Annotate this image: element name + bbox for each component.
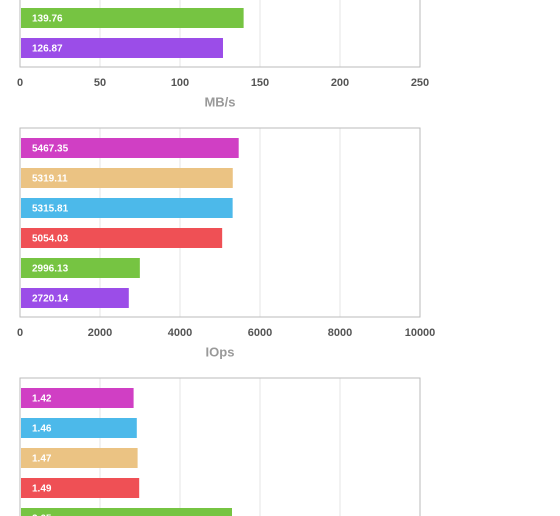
bar-label: 126.87: [32, 44, 63, 55]
bar: [21, 138, 239, 158]
bar: [21, 198, 233, 218]
bar: [21, 388, 134, 408]
bar: [21, 38, 223, 58]
bar: [21, 288, 129, 308]
x-tick-label: 150: [251, 77, 269, 89]
plot-frame: [19, 0, 421, 68]
x-tick-label: 200: [331, 77, 349, 89]
bar-label: 5054.03: [32, 234, 69, 245]
bar-label: 5467.35: [32, 144, 69, 155]
bar: [21, 228, 223, 248]
plot-frame: [19, 127, 421, 318]
x-tick-label: 50: [94, 77, 106, 89]
bar: [21, 8, 244, 28]
bar: [21, 418, 137, 438]
bar-label: 139.76: [32, 14, 63, 25]
x-tick-label: 4000: [168, 327, 192, 339]
bar: [21, 258, 140, 278]
x-tick-label: 6000: [248, 327, 272, 339]
bar: [21, 448, 138, 468]
x-tick-label: 10000: [405, 327, 436, 339]
bar-label: 2996.13: [32, 264, 69, 275]
bar-label: 1.42: [32, 394, 52, 405]
axis-title: IOps: [206, 344, 235, 359]
axis-title: MB/s: [204, 94, 235, 109]
plot-frame: [19, 377, 421, 516]
x-tick-label: 100: [171, 77, 189, 89]
bar-label: 5319.11: [32, 174, 68, 185]
bar-label: 1.49: [32, 484, 52, 495]
bar-label: 1.47: [32, 454, 52, 465]
bar-label: 2.65: [32, 514, 52, 516]
x-tick-label: 250: [411, 77, 429, 89]
bar: [21, 168, 233, 188]
x-tick-label: 2000: [88, 327, 112, 339]
x-tick-label: 8000: [328, 327, 352, 339]
bar-label: 2720.14: [32, 294, 69, 305]
bar: [21, 508, 232, 516]
x-tick-label: 0: [17, 327, 23, 339]
bar-label: 5315.81: [32, 204, 69, 215]
bar-label: 1.46: [32, 424, 52, 435]
bar: [21, 478, 140, 498]
x-tick-label: 0: [17, 77, 23, 89]
